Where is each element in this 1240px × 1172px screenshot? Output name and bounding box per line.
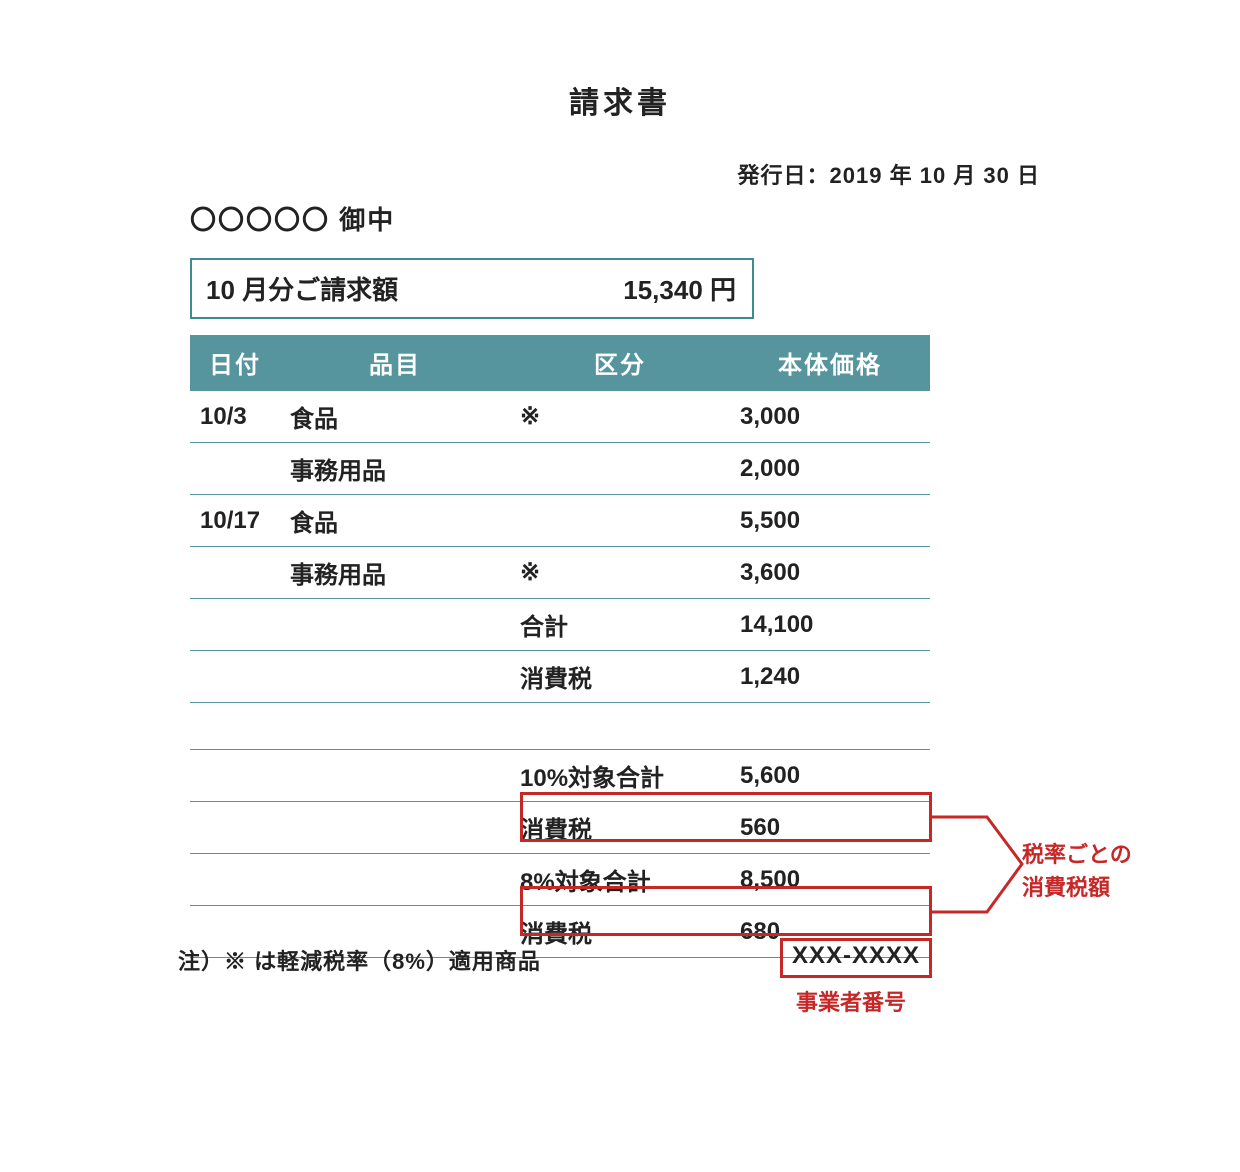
- cell-item: [280, 750, 510, 802]
- cell-cls: [510, 495, 730, 547]
- table-row: 事務用品 2,000: [190, 443, 930, 495]
- cell-date: [190, 750, 280, 802]
- table-row: 8%対象合計8,500: [190, 854, 930, 906]
- cell-cls: 8%対象合計: [510, 854, 730, 906]
- cell-cls: 消費税: [510, 906, 730, 958]
- cell-item: [280, 703, 510, 750]
- invoice-table-body: 10/3食品※3,000事務用品2,00010/17食品5,500事務用品※3,…: [190, 391, 930, 958]
- total-amount-label: 10 月分ご請求額: [192, 270, 623, 307]
- table-row: 10%対象合計5,600: [190, 750, 930, 802]
- cell-price: 560: [730, 802, 930, 854]
- invoice-table-header: 日付 品目 区分 本体価格: [190, 335, 930, 391]
- table-row: [190, 703, 930, 750]
- cell-item: 食品: [280, 391, 510, 443]
- table-row: 10/17食品 5,500: [190, 495, 930, 547]
- cell-cls: ※: [510, 391, 730, 443]
- cell-price: [730, 703, 930, 750]
- business-number-value: XXX-XXXX: [780, 942, 932, 970]
- document-title: 請求書: [0, 78, 1240, 122]
- cell-cls: 合計: [510, 599, 730, 651]
- issue-date: 発行日：2019 年 10 月 30 日: [738, 158, 1040, 190]
- cell-cls: [510, 703, 730, 750]
- cell-date: [190, 802, 280, 854]
- cell-item: 事務用品: [280, 547, 510, 599]
- col-date: 日付: [190, 335, 280, 391]
- cell-date: [190, 703, 280, 750]
- cell-price: 3,600: [730, 547, 930, 599]
- cell-price: 3,000: [730, 391, 930, 443]
- cell-cls: ※: [510, 547, 730, 599]
- issue-date-label: 発行日：: [738, 163, 830, 188]
- cell-cls: 消費税: [510, 651, 730, 703]
- cell-date: 10/3: [190, 391, 280, 443]
- cell-date: [190, 854, 280, 906]
- cell-item: 食品: [280, 495, 510, 547]
- cell-item: [280, 802, 510, 854]
- cell-date: [190, 651, 280, 703]
- cell-cls: 10%対象合計: [510, 750, 730, 802]
- issue-date-value: 2019 年 10 月 30 日: [830, 163, 1040, 188]
- total-amount-box: 10 月分ご請求額 15,340 円: [190, 258, 754, 319]
- cell-item: 事務用品: [280, 443, 510, 495]
- cell-cls: [510, 443, 730, 495]
- col-price: 本体価格: [730, 335, 930, 391]
- annotation-label-tax-by-rate: 税率ごとの 消費税額: [1022, 838, 1132, 904]
- cell-cls: 消費税: [510, 802, 730, 854]
- table-row: 合計14,100: [190, 599, 930, 651]
- invoice-table: 日付 品目 区分 本体価格 10/3食品※3,000事務用品2,00010/17…: [190, 335, 930, 958]
- cell-item: [280, 651, 510, 703]
- col-item: 品目: [280, 335, 510, 391]
- invoice-table-wrap: 日付 品目 区分 本体価格 10/3食品※3,000事務用品2,00010/17…: [190, 335, 930, 958]
- cell-price: 5,600: [730, 750, 930, 802]
- table-row: 消費税560: [190, 802, 930, 854]
- footnote: 注）※ は軽減税率（8%）適用商品: [178, 944, 541, 976]
- cell-item: [280, 599, 510, 651]
- cell-price: 2,000: [730, 443, 930, 495]
- col-class: 区分: [510, 335, 730, 391]
- total-amount-value: 15,340 円: [623, 270, 752, 307]
- table-row: 消費税1,240: [190, 651, 930, 703]
- annotation-label-business-number: 事業者番号: [796, 986, 906, 1019]
- table-row: 10/3食品※3,000: [190, 391, 930, 443]
- cell-price: 5,500: [730, 495, 930, 547]
- cell-price: 8,500: [730, 854, 930, 906]
- cell-date: [190, 443, 280, 495]
- cell-date: [190, 547, 280, 599]
- cell-price: 1,240: [730, 651, 930, 703]
- recipient: 〇〇〇〇〇 御中: [190, 200, 395, 237]
- cell-item: [280, 854, 510, 906]
- cell-date: [190, 599, 280, 651]
- table-row: 事務用品※3,600: [190, 547, 930, 599]
- cell-price: 14,100: [730, 599, 930, 651]
- cell-date: 10/17: [190, 495, 280, 547]
